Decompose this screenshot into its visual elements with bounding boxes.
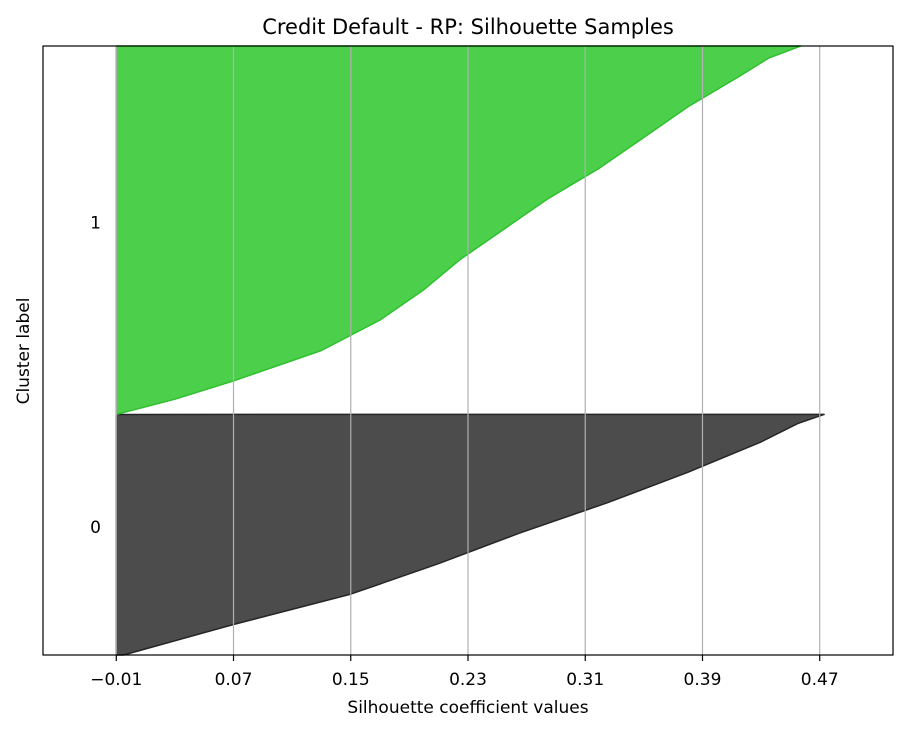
- x-tick-label: 0.31: [566, 670, 604, 690]
- silhouette-area-1: [115, 45, 802, 416]
- x-tick-label: 0.47: [801, 670, 839, 690]
- x-tick-label: 0.23: [449, 670, 487, 690]
- x-tick-label: −0.01: [90, 670, 142, 690]
- chart-title: Credit Default - RP: Silhouette Samples: [262, 15, 674, 39]
- x-tick-label: 0.07: [215, 670, 253, 690]
- x-tick-label: 0.39: [684, 670, 722, 690]
- y-axis-label: Cluster label: [14, 298, 34, 405]
- plot-area: 0 1 −0.01 0.07 0.15 0.23 0.31 0.39 0.47: [42, 45, 894, 690]
- x-tick-label: 0.15: [332, 670, 370, 690]
- cluster-label-1: 1: [90, 214, 101, 234]
- cluster-label-0: 0: [90, 518, 101, 538]
- silhouette-area-0: [115, 413, 825, 656]
- x-axis-label: Silhouette coefficient values: [347, 698, 588, 718]
